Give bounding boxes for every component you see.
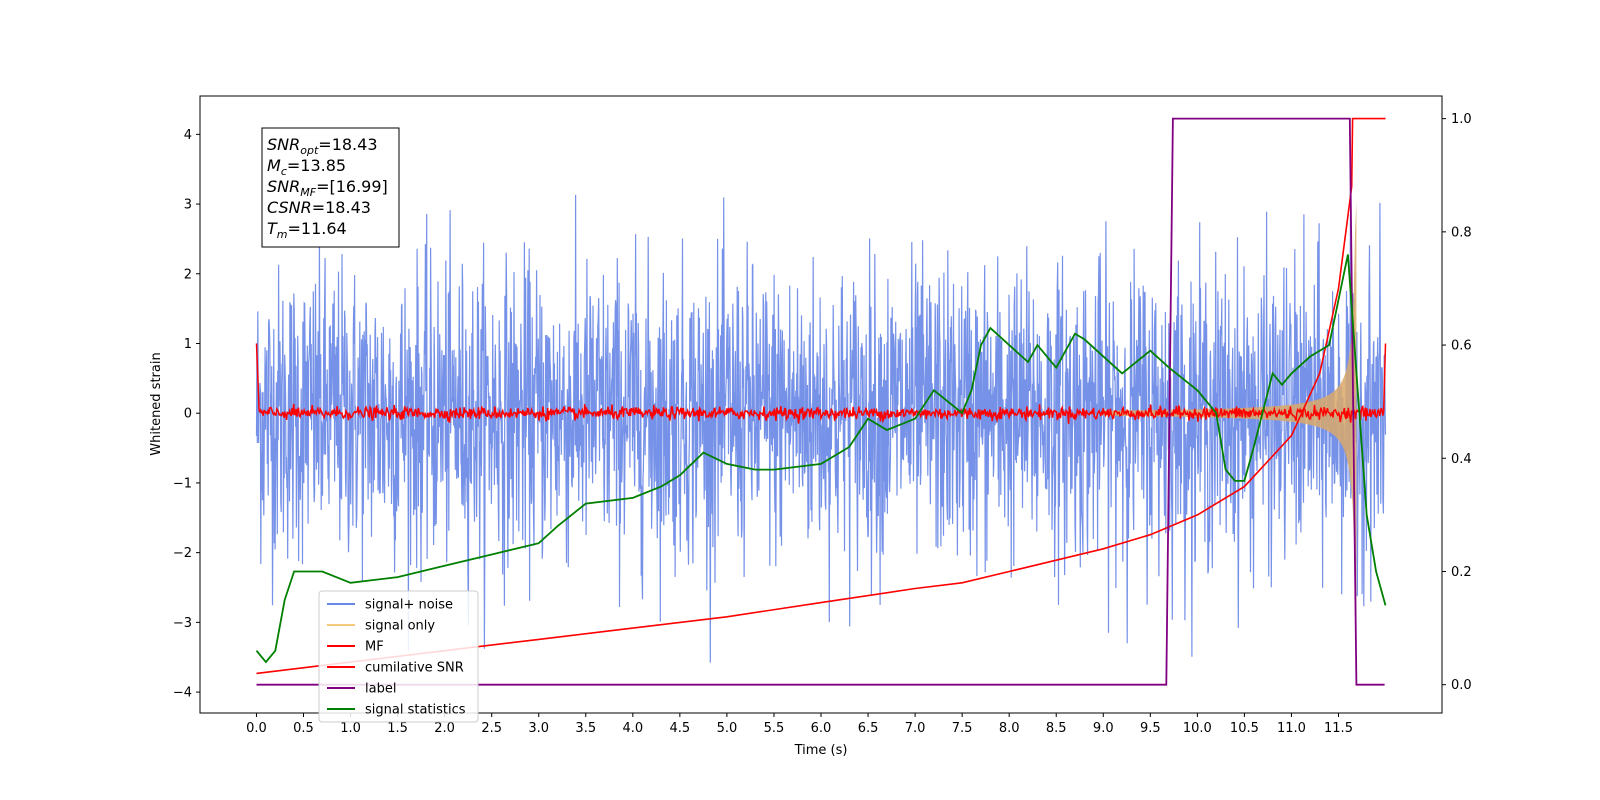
y-tick-label: 1 xyxy=(184,337,192,352)
annotation-line: SNRMF=[16.99] xyxy=(267,177,388,199)
right-y-tick-label: 0.6 xyxy=(1451,339,1472,354)
x-tick-label: 0.0 xyxy=(246,721,267,736)
legend-label: MF xyxy=(365,640,384,655)
legend-label: cumilative SNR xyxy=(365,661,464,676)
y-tick-label: 0 xyxy=(184,407,192,422)
right-y-axis-ticks: 0.0 0.2 0.4 0.6 0.8 1.0 xyxy=(1442,112,1472,693)
y-tick-label: −3 xyxy=(173,616,192,631)
legend-frame xyxy=(318,590,479,723)
y-axis-ticks: −4 −3 −2 −1 0 1 2 3 4 xyxy=(173,128,200,701)
x-tick-label: 11.0 xyxy=(1277,721,1306,736)
x-tick-label: 0.5 xyxy=(293,721,314,736)
x-tick-label: 8.0 xyxy=(999,721,1020,736)
x-tick-label: 11.5 xyxy=(1324,721,1353,736)
legend-label: signal statistics xyxy=(365,703,466,718)
series-signal-noise xyxy=(255,194,1387,663)
x-axis-label: Time (s) xyxy=(794,743,848,758)
annotation-line: Tm=11.64 xyxy=(267,219,347,241)
annotation-frame xyxy=(261,127,400,248)
right-y-tick-label: 0.2 xyxy=(1451,565,1472,580)
legend-label: signal+ noise xyxy=(365,598,453,613)
x-tick-label: 7.5 xyxy=(952,721,973,736)
series-label xyxy=(256,117,1385,686)
x-tick-label: 3.5 xyxy=(575,721,596,736)
x-tick-label: 3.0 xyxy=(528,721,549,736)
x-tick-label: 2.0 xyxy=(434,721,455,736)
y-tick-label: −1 xyxy=(173,476,192,491)
legend-label: signal only xyxy=(365,619,435,634)
x-tick-label: 8.5 xyxy=(1046,721,1067,736)
x-tick-label: 6.5 xyxy=(858,721,879,736)
annotation-box: SNRopt=18.43Mc=13.85SNRMF=[16.99]CSNR=18… xyxy=(261,127,400,248)
x-tick-label: 10.5 xyxy=(1230,721,1259,736)
series-cumulative-snr xyxy=(256,117,1386,675)
series-signal-statistics xyxy=(255,254,1387,664)
x-axis-ticks: 0.0 0.5 1.0 1.5 2.0 2.5 3.0 3.5 4.0 4.5 5.0 5.5 6.0 6… xyxy=(246,713,1353,736)
x-tick-label: 7.0 xyxy=(905,721,926,736)
legend: signal+ noise signal only MF cumilative SNR… xyxy=(318,590,479,723)
x-tick-label: 4.0 xyxy=(622,721,643,736)
annotation-line: SNRopt=18.43 xyxy=(267,135,378,157)
x-tick-label: 9.5 xyxy=(1140,721,1161,736)
right-y-tick-label: 0.8 xyxy=(1451,225,1472,240)
y-axis-label: Whitened strain xyxy=(149,352,164,455)
series-mf xyxy=(255,343,1387,424)
annotation-line: Mc=13.85 xyxy=(267,156,346,178)
x-tick-label: 10.0 xyxy=(1183,721,1212,736)
right-y-tick-label: 0.4 xyxy=(1451,452,1472,467)
legend-label: label xyxy=(365,682,396,697)
right-y-tick-label: 1.0 xyxy=(1451,112,1472,127)
annotation-line: CSNR=18.43 xyxy=(267,198,371,217)
x-tick-label: 1.5 xyxy=(387,721,408,736)
x-tick-label: 2.5 xyxy=(481,721,502,736)
y-tick-label: 2 xyxy=(184,267,192,282)
x-tick-label: 5.5 xyxy=(764,721,785,736)
y-tick-label: −2 xyxy=(173,546,192,561)
right-y-tick-label: 0.0 xyxy=(1451,678,1472,693)
x-tick-label: 5.0 xyxy=(717,721,738,736)
x-tick-label: 1.0 xyxy=(340,721,361,736)
y-tick-label: −4 xyxy=(173,686,192,701)
x-tick-label: 4.5 xyxy=(670,721,691,736)
y-tick-label: 3 xyxy=(184,198,192,213)
y-tick-label: 4 xyxy=(184,128,192,143)
x-tick-label: 9.0 xyxy=(1093,721,1114,736)
x-tick-label: 6.0 xyxy=(811,721,832,736)
